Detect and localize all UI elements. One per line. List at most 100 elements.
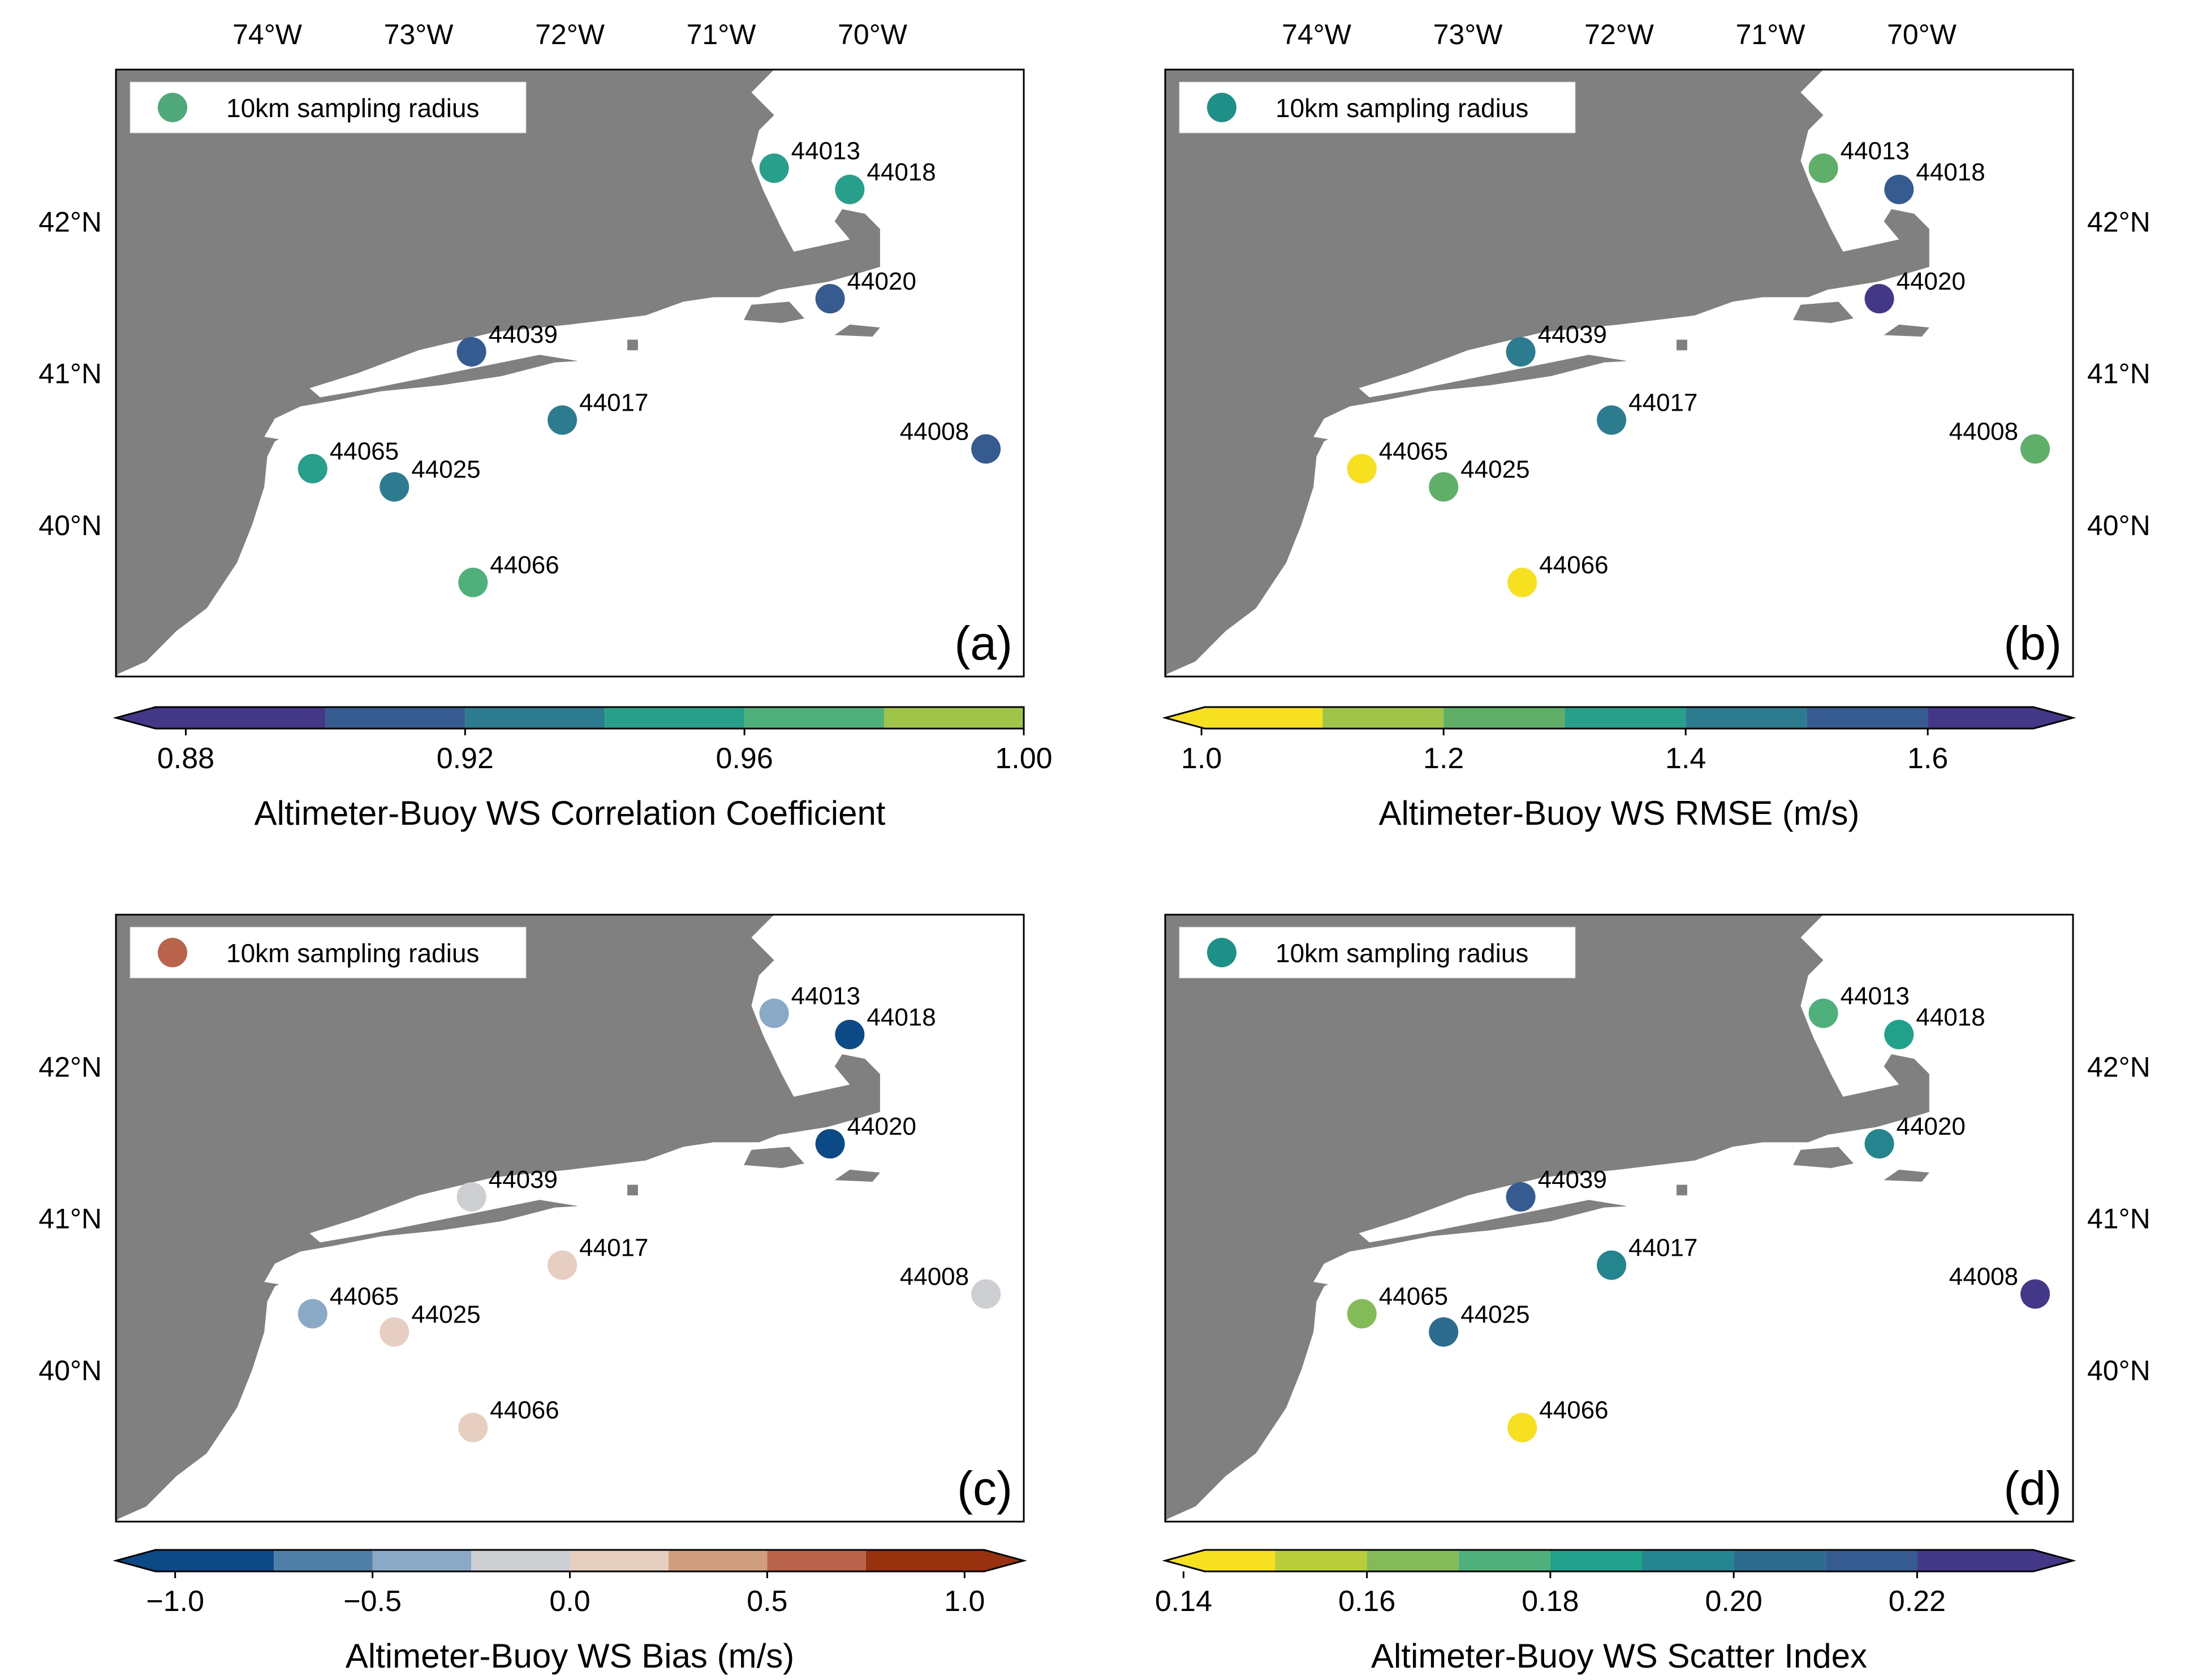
lat-tick-label: 42°N	[38, 1051, 102, 1083]
colorbar-segment	[668, 1550, 768, 1571]
colorbar-segment	[1807, 707, 1928, 729]
buoy-label-44020: 44020	[847, 268, 916, 295]
colorbar-segment	[1917, 1550, 2073, 1571]
buoy-label-44039: 44039	[1538, 321, 1607, 348]
colorbar-tick-label: 0.0	[549, 1585, 590, 1618]
colorbar-tick-label: 0.96	[716, 742, 773, 775]
buoy-marker-44025	[380, 1317, 410, 1347]
lat-tick-label: 41°N	[38, 1203, 102, 1235]
lat-tick-label: 41°N	[38, 358, 102, 390]
panel-label: (d)	[2003, 1462, 2062, 1515]
colorbar-title: Altimeter-Buoy WS Correlation Coefficien…	[255, 794, 886, 832]
legend-label: 10km sampling radius	[226, 938, 479, 968]
lat-tick-label: 42°N	[2087, 1051, 2150, 1083]
colorbar: 0.14 0.16 0.18 0.20 0.22 Altimeter-Buoy WS Sc…	[1155, 1549, 2076, 1675]
colorbar-segment	[465, 707, 605, 729]
buoy-label-44025: 44025	[1460, 1301, 1529, 1329]
buoy-label-44018: 44018	[867, 158, 936, 186]
buoy-label-44065: 44065	[330, 437, 399, 465]
buoy-marker-44020	[815, 1129, 845, 1159]
colorbar-tick-label: 0.92	[437, 742, 494, 775]
colorbar-segment	[1275, 1550, 1367, 1571]
map-area	[116, 70, 1024, 677]
buoy-marker-44008	[2020, 434, 2050, 464]
buoy-label-44008: 44008	[1949, 1263, 2018, 1291]
colorbar-tick-label: 1.0	[1181, 742, 1222, 775]
lat-tick-label: 40°N	[38, 1355, 102, 1386]
lon-tick-label: 70°W	[1887, 19, 1957, 50]
buoy-marker-44065	[1347, 454, 1377, 484]
colorbar-tick-label: 0.88	[157, 742, 214, 775]
island	[1677, 339, 1687, 351]
map-area	[1165, 915, 2073, 1522]
colorbar: −1.0 −0.5 0.0 0.5 1.0 Altimeter-Buoy WS Bias …	[113, 1549, 1027, 1675]
colorbar-outline	[1162, 1549, 2076, 1573]
colorbar-segment	[1322, 707, 1444, 729]
island	[1793, 301, 1854, 323]
legend: 10km sampling radius	[130, 927, 527, 979]
buoy-label-44008: 44008	[900, 418, 969, 446]
buoy-label-44065: 44065	[1379, 1282, 1448, 1310]
island	[1793, 1147, 1854, 1168]
buoy-label-44013: 44013	[791, 982, 860, 1010]
buoy-marker-44066	[458, 567, 488, 597]
colorbar-segment	[1165, 1550, 1275, 1571]
island	[744, 301, 805, 323]
lon-tick-label: 74°W	[1282, 19, 1352, 50]
colorbar-tick-label: 1.6	[1907, 742, 1948, 775]
buoy-marker-44066	[1507, 567, 1537, 597]
colorbar-tick-label: 1.2	[1423, 742, 1464, 775]
buoy-marker-44025	[1429, 1317, 1459, 1347]
colorbar-segment	[1642, 1550, 1734, 1571]
buoy-marker-44017	[548, 1250, 578, 1280]
buoy-label-44065: 44065	[330, 1282, 399, 1310]
colorbar-segment	[1686, 707, 1807, 729]
lon-tick-label: 70°W	[838, 19, 908, 50]
lat-tick-label: 42°N	[38, 206, 102, 238]
colorbar-segment	[1443, 707, 1565, 729]
buoy-marker-44066	[458, 1412, 488, 1442]
buoy-label-44013: 44013	[1841, 137, 1910, 165]
island	[1884, 324, 1929, 337]
land-mass	[1165, 915, 1929, 1522]
legend-marker	[158, 93, 187, 122]
buoy-marker-44013	[1808, 153, 1838, 183]
colorbar-segment	[884, 707, 1024, 729]
buoy-marker-44017	[1597, 405, 1627, 435]
buoy-label-44018: 44018	[867, 1003, 936, 1031]
buoy-label-44018: 44018	[1916, 1003, 1985, 1031]
lon-tick-label: 71°W	[687, 19, 757, 50]
colorbar-title: Altimeter-Buoy WS Scatter Index	[1371, 1637, 1867, 1675]
lat-tick-label: 41°N	[2087, 1203, 2150, 1235]
lat-tick-label: 40°N	[2087, 1355, 2150, 1386]
buoy-label-44008: 44008	[900, 1263, 969, 1291]
lon-tick-label: 72°W	[1584, 19, 1654, 50]
colorbar-tick-label: 0.20	[1705, 1585, 1762, 1618]
buoy-label-44017: 44017	[579, 1234, 648, 1262]
land-mass	[116, 70, 880, 677]
colorbar-segment	[570, 1550, 669, 1571]
colorbar-segment	[1565, 707, 1686, 729]
legend: 10km sampling radius	[130, 81, 527, 133]
colorbar-tick-label: −0.5	[343, 1585, 402, 1618]
buoy-label-44025: 44025	[1460, 456, 1529, 484]
panel-label: (b)	[2003, 617, 2062, 670]
buoy-label-44039: 44039	[489, 321, 558, 348]
buoy-label-44020: 44020	[1897, 1113, 1966, 1140]
lon-tick-label: 73°W	[384, 19, 454, 50]
legend-marker	[1207, 93, 1236, 122]
buoy-marker-44018	[1884, 174, 1914, 204]
legend-label: 10km sampling radius	[226, 93, 479, 123]
colorbar-segment	[471, 1550, 570, 1571]
colorbar-segment	[1458, 1550, 1550, 1571]
colorbar-segment	[1550, 1550, 1643, 1571]
buoy-marker-44020	[1864, 284, 1894, 314]
colorbar-outline	[1162, 706, 2076, 730]
colorbar-segment	[274, 1550, 373, 1571]
panel-a: 74°W 73°W 72°W 71°W 70°W 40°N 41°N 42°N 10km sam…	[38, 19, 1052, 832]
panel-b: 74°W 73°W 72°W 71°W 70°W 40°N 41°N 42°N 10km sam…	[1162, 19, 2150, 832]
map-frame	[1164, 914, 2074, 1523]
buoy-marker-44013	[1808, 998, 1838, 1028]
map-area	[116, 915, 1024, 1522]
